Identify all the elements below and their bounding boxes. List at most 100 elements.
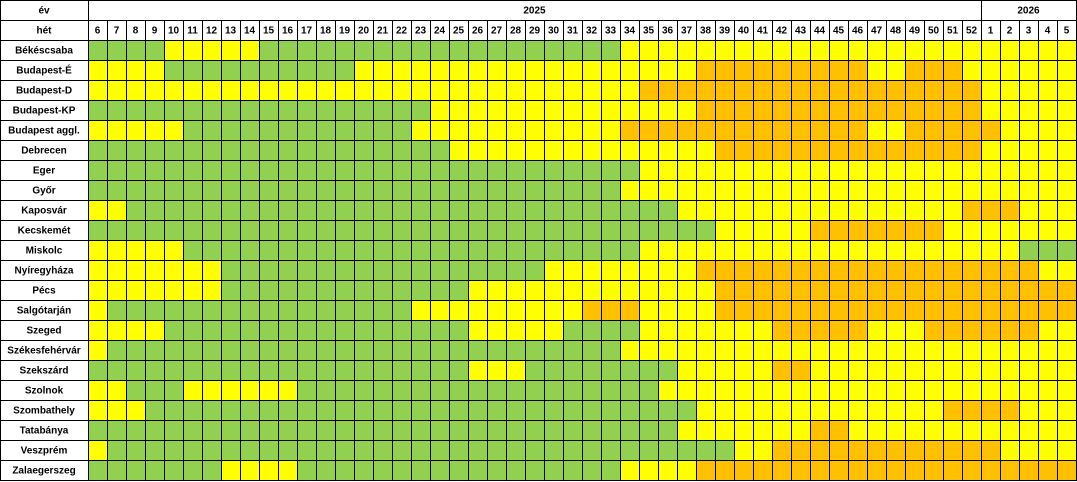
cell — [772, 320, 792, 341]
cell — [582, 180, 602, 201]
week: 3 — [1026, 26, 1032, 37]
cell — [183, 220, 203, 241]
cell — [335, 140, 355, 161]
cell — [107, 300, 127, 321]
cell — [601, 60, 621, 81]
cell — [981, 100, 1001, 121]
cell — [297, 120, 317, 141]
cell — [753, 360, 773, 381]
cell — [468, 400, 488, 421]
cell — [981, 200, 1001, 221]
cell — [411, 180, 431, 201]
cell — [278, 300, 298, 321]
cell — [601, 100, 621, 121]
cell — [544, 360, 564, 381]
week: 10 — [168, 26, 180, 37]
cell — [183, 400, 203, 421]
cell — [1019, 460, 1039, 481]
cell — [259, 320, 279, 341]
cell — [1057, 160, 1077, 181]
cell — [449, 120, 469, 141]
cell — [639, 200, 659, 221]
cell — [335, 200, 355, 221]
cell — [848, 80, 868, 101]
cell — [221, 300, 241, 321]
cell — [924, 340, 944, 361]
cell — [335, 180, 355, 201]
cell — [1057, 340, 1077, 361]
cell — [1038, 220, 1058, 241]
cell — [164, 300, 184, 321]
cell — [335, 120, 355, 141]
cell — [696, 320, 716, 341]
cell — [563, 380, 583, 401]
cell — [145, 140, 165, 161]
cell — [563, 40, 583, 61]
cell — [620, 400, 640, 421]
cell — [278, 440, 298, 461]
cell — [582, 120, 602, 141]
cell — [88, 100, 108, 121]
cell — [905, 300, 925, 321]
week: 31 — [567, 26, 579, 37]
cell — [867, 280, 887, 301]
cell — [240, 460, 260, 481]
cell — [981, 220, 1001, 241]
cell — [145, 340, 165, 361]
cell — [848, 120, 868, 141]
cell — [278, 240, 298, 261]
cell — [202, 440, 222, 461]
cell — [1057, 100, 1077, 121]
cell — [316, 260, 336, 281]
cell — [525, 300, 545, 321]
cell — [1000, 60, 1020, 81]
cell — [1019, 380, 1039, 401]
cell — [677, 140, 697, 161]
row-label: Pécs — [32, 286, 56, 297]
cell — [848, 280, 868, 301]
cell — [563, 120, 583, 141]
cell — [1019, 120, 1039, 141]
cell — [411, 300, 431, 321]
cell — [202, 160, 222, 181]
cell — [791, 420, 811, 441]
cell — [943, 300, 963, 321]
cell — [943, 260, 963, 281]
cell — [1057, 320, 1077, 341]
cell — [525, 400, 545, 421]
cell — [183, 60, 203, 81]
cell — [544, 400, 564, 421]
cell — [677, 280, 697, 301]
cell — [221, 100, 241, 121]
cell — [392, 400, 412, 421]
cell — [278, 100, 298, 121]
cell — [335, 160, 355, 181]
cell — [107, 120, 127, 141]
cell — [183, 240, 203, 261]
cell — [639, 460, 659, 481]
cell — [582, 460, 602, 481]
cell — [411, 400, 431, 421]
cell — [1019, 420, 1039, 441]
cell — [1000, 440, 1020, 461]
cell — [1057, 180, 1077, 201]
cell — [392, 120, 412, 141]
cell — [867, 320, 887, 341]
cell — [335, 400, 355, 421]
row-label: Szekszárd — [20, 366, 69, 377]
cell — [829, 160, 849, 181]
cell — [259, 220, 279, 241]
row-label: Budapest-KP — [13, 106, 76, 117]
cell — [221, 380, 241, 401]
cell — [354, 180, 374, 201]
cell — [506, 400, 526, 421]
week: 37 — [681, 26, 693, 37]
cell — [791, 200, 811, 221]
cell — [753, 200, 773, 221]
cell — [962, 60, 982, 81]
week: 17 — [301, 26, 313, 37]
cell — [962, 220, 982, 241]
cell — [373, 440, 393, 461]
cell — [772, 340, 792, 361]
cell — [373, 300, 393, 321]
